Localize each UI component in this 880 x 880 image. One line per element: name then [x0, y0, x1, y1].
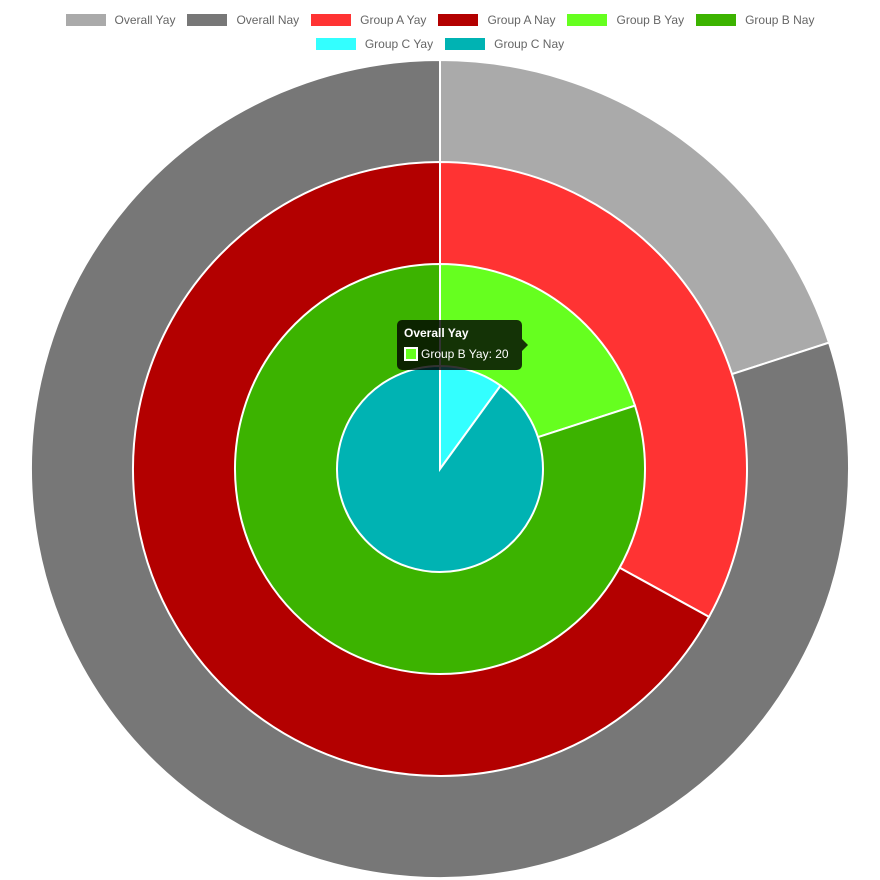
legend-item[interactable]: Group B Nay — [696, 13, 814, 27]
legend-label: Group A Nay — [487, 13, 556, 27]
legend-label: Group B Yay — [616, 13, 685, 27]
legend-swatch — [567, 14, 608, 26]
legend-swatch — [311, 14, 352, 26]
legend-label: Group A Yay — [360, 13, 427, 27]
legend-swatch — [445, 38, 486, 50]
legend-row: Group C Yay Group C Nay — [0, 32, 880, 56]
legend-item[interactable]: Group A Yay — [311, 13, 426, 27]
tooltip-label: Group B Yay: 20 — [421, 347, 509, 361]
legend-label: Group C Nay — [494, 37, 565, 51]
legend-item[interactable]: Group A Nay — [438, 13, 555, 27]
legend-swatch — [65, 14, 106, 26]
legend-row: Overall Yay Overall Nay Group A Yay Group A… — [0, 8, 880, 32]
legend-item[interactable]: Overall Nay — [187, 13, 299, 27]
legend-swatch — [438, 14, 479, 26]
tooltip-title: Overall Yay — [404, 326, 469, 340]
legend-item[interactable]: Overall Yay — [65, 13, 176, 27]
legend-swatch — [187, 14, 228, 26]
legend-item[interactable]: Group C Yay — [315, 37, 434, 51]
legend-swatch — [696, 14, 737, 26]
pie-slice-group-c-nay[interactable] — [336, 364, 544, 573]
chart-tooltip: Overall Yay Group B Yay: 20 — [397, 320, 528, 370]
legend-item[interactable]: Group B Yay — [567, 13, 684, 27]
tooltip-color-swatch — [404, 347, 418, 361]
legend-label: Overall Nay — [236, 13, 300, 27]
legend-item[interactable]: Group C Nay — [445, 37, 564, 51]
chart-legend: Overall Yay Overall Nay Group A Yay Group A… — [0, 8, 880, 56]
legend-label: Group B Nay — [745, 13, 815, 27]
legend-label: Overall Yay — [114, 13, 176, 27]
legend-swatch — [315, 38, 356, 50]
legend-label: Group C Yay — [364, 37, 434, 51]
